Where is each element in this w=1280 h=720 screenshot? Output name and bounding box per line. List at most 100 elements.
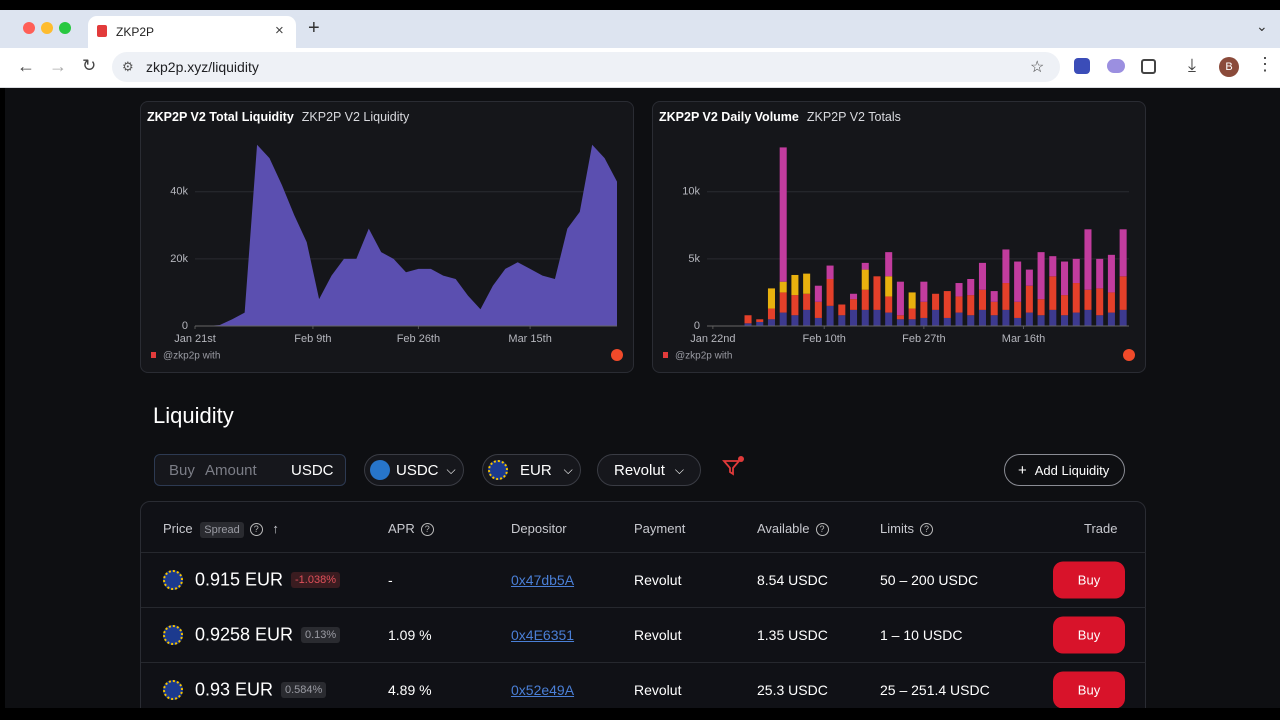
filter-icon[interactable] xyxy=(721,455,745,479)
payment: Revolut xyxy=(634,682,682,698)
bar-segment xyxy=(932,293,940,310)
token: USDC xyxy=(396,461,439,479)
header-apr: APR? xyxy=(388,521,434,537)
chart-heading: ZKP2P V2 Daily Volume ZKP2P V2 Totals xyxy=(659,110,901,124)
bar-segment xyxy=(885,312,893,326)
bookmark[interactable]: ☆ xyxy=(1030,59,1045,76)
x-tick-label: Mar 16th xyxy=(1002,333,1045,345)
bar-segment xyxy=(932,309,940,326)
bar-segment xyxy=(873,309,881,326)
extension[interactable] xyxy=(1107,59,1125,73)
bar-segment xyxy=(814,301,822,318)
bar-segment xyxy=(826,279,834,306)
help[interactable]: ? xyxy=(919,523,933,537)
table-row: 0.915 EUR -1.038% - 0x47db5A Revolut 8.54 USD… xyxy=(141,552,1146,607)
bar-segment xyxy=(1025,312,1033,326)
back[interactable]: ← xyxy=(17,56,35,76)
address-bar[interactable]: ⚙ zkp2p.xyz/liquidity ☆ xyxy=(112,52,1060,82)
token-select[interactable]: USDC ⌵ xyxy=(364,454,464,486)
filter-shape xyxy=(722,460,741,476)
reload[interactable]: ↻ xyxy=(82,56,97,75)
downloads[interactable]: ⤓ xyxy=(1188,55,1196,75)
bar-segment xyxy=(920,317,928,326)
bar-segment xyxy=(885,252,893,277)
bar-segment xyxy=(861,269,869,290)
url[interactable]: zkp2p.xyz/liquidity xyxy=(146,59,259,75)
tab-close[interactable]: × xyxy=(275,22,284,39)
bar-segment xyxy=(1002,309,1010,326)
bar-segment xyxy=(943,291,951,318)
bar-segment xyxy=(803,309,811,326)
bar-segment xyxy=(791,315,799,326)
side-label: Buy xyxy=(169,461,195,479)
depositor[interactable]: 0x47db5A xyxy=(511,572,575,588)
frame xyxy=(0,0,1280,10)
table-row: 0.9258 EUR 0.13% 1.09 % 0x4E6351 Revolut 1.35… xyxy=(141,607,1146,662)
chart: ZKP2P V2 Total Liquidity ZKP2P V2 Liquidi… xyxy=(147,110,623,362)
buy-button[interactable]: Buy xyxy=(1053,616,1125,654)
depositor[interactable]: 0x52e49A xyxy=(511,682,575,698)
depositor[interactable]: 0x4E6351 xyxy=(511,627,575,643)
x-tick-label: Jan 21st xyxy=(174,333,216,345)
header-depositor: Depositor xyxy=(511,521,567,536)
bar-segment xyxy=(978,262,986,290)
bar-segment xyxy=(967,279,975,296)
payment: Revolut xyxy=(634,572,682,588)
payment: Revolut xyxy=(634,627,682,643)
extensions[interactable] xyxy=(1141,59,1156,74)
bar-segment xyxy=(908,308,916,320)
extension[interactable] xyxy=(1074,58,1090,74)
bar-segment xyxy=(744,323,752,326)
bar-segment xyxy=(920,301,928,318)
bar-segment xyxy=(908,319,916,326)
new-tab[interactable]: + xyxy=(308,17,320,39)
buy-button[interactable]: Buy xyxy=(1053,671,1125,708)
close-dot[interactable] xyxy=(23,22,35,34)
platform-select[interactable]: Revolut ⌵ xyxy=(597,454,701,486)
spread: -1.038% xyxy=(291,572,340,588)
sort-arrow[interactable]: ↑ xyxy=(272,521,279,536)
chart: ZKP2P V2 Daily Volume ZKP2P V2 Totals 0 5k 1… xyxy=(659,110,1135,362)
bar-segment xyxy=(955,283,963,297)
bar-segment xyxy=(779,147,787,282)
bar-segment xyxy=(896,319,904,326)
bar-segment xyxy=(1107,254,1115,293)
bar-segment xyxy=(1049,276,1057,310)
help[interactable]: ? xyxy=(249,523,263,537)
forward[interactable]: → xyxy=(49,56,67,76)
header-text: APR xyxy=(388,521,415,536)
bar-segment xyxy=(1096,258,1104,289)
bar-segment xyxy=(803,273,811,294)
header-text: Limits xyxy=(880,521,914,536)
amount-placeholder: Amount xyxy=(205,461,257,479)
token-icon xyxy=(370,460,390,480)
bar-segment xyxy=(1096,288,1104,316)
minimize-dot[interactable] xyxy=(41,22,53,34)
header-available: Available? xyxy=(757,521,829,537)
add-liquidity[interactable]: + Add Liquidity xyxy=(1004,454,1125,486)
zoom-dot[interactable] xyxy=(59,22,71,34)
price: 0.915 EUR xyxy=(195,569,284,590)
chart-title: ZKP2P V2 Total Liquidity xyxy=(147,110,294,124)
bar-segment xyxy=(1014,301,1022,318)
tab-search[interactable]: ⌄ xyxy=(1256,18,1268,34)
help[interactable]: ? xyxy=(420,523,434,537)
chevron: ⌵ xyxy=(674,462,684,477)
bar-segment xyxy=(1025,269,1033,286)
tab[interactable]: ZKP2P × xyxy=(88,16,296,48)
currency-select[interactable]: EUR ⌵ xyxy=(482,454,581,486)
menu[interactable]: ⋮ xyxy=(1256,54,1274,74)
help[interactable]: ? xyxy=(815,523,829,537)
site-info[interactable]: ⚙ xyxy=(122,59,134,74)
amount-input[interactable]: Buy Amount USDC xyxy=(154,454,346,486)
chart-card: ZKP2P V2 Daily Volume ZKP2P V2 Totals 0 5k 1… xyxy=(652,101,1146,373)
favicon xyxy=(97,25,107,37)
profile[interactable]: B xyxy=(1219,57,1239,77)
bar-segment xyxy=(896,315,904,320)
bar-segment xyxy=(1014,261,1022,302)
buy-button[interactable]: Buy xyxy=(1053,561,1125,599)
apr: 4.89 % xyxy=(388,682,432,698)
bar-segment xyxy=(756,321,764,326)
y-tick-label: 20k xyxy=(170,253,188,265)
bar-segment xyxy=(1061,295,1069,316)
